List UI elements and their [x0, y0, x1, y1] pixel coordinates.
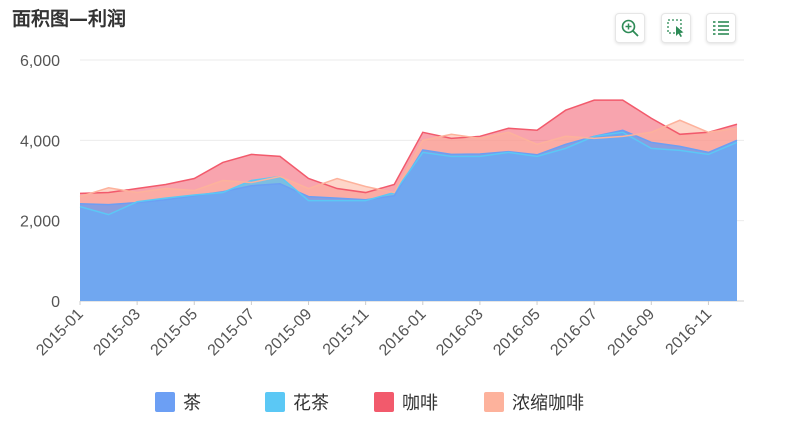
data-view-button[interactable]: [706, 13, 736, 43]
area-overlay-0: [80, 130, 737, 301]
x-tick-label: 2016-09: [605, 306, 659, 360]
x-tick-label: 2016-03: [433, 306, 487, 360]
y-tick-label: 4,000: [20, 133, 60, 150]
series-line-3: [79, 119, 738, 198]
select-icon: [667, 19, 684, 37]
x-tick-label: 2015-07: [205, 306, 259, 360]
list-icon: [713, 21, 729, 35]
legend-item[interactable]: 花茶: [265, 389, 329, 415]
x-tick-label: 2016-01: [376, 306, 430, 360]
zoom-button[interactable]: [615, 13, 645, 43]
legend-swatch: [374, 392, 394, 412]
legend-label: 花茶: [293, 393, 329, 414]
legend-item[interactable]: 浓缩咖啡: [484, 389, 584, 415]
legend-swatch: [484, 392, 504, 412]
x-tick-label: 2015-05: [148, 306, 202, 360]
y-tick-label: 2,000: [20, 214, 60, 231]
x-tick-label: 2015-01: [33, 306, 87, 360]
legend-swatch: [155, 392, 175, 412]
x-tick-label: 2015-11: [320, 306, 373, 359]
y-tick-label: 6,000: [20, 53, 60, 70]
series-line-2: [79, 99, 738, 195]
x-tick-label: 2016-07: [547, 306, 601, 360]
chart-title: 面积图—利润: [12, 8, 127, 30]
legend-swatch: [265, 392, 285, 412]
y-tick-label: 0: [51, 294, 60, 311]
legend: 茶 花茶 咖啡 浓缩咖啡: [0, 389, 788, 415]
legend-label: 茶: [183, 393, 201, 414]
legend-item[interactable]: 咖啡: [374, 389, 438, 415]
select-button[interactable]: [661, 13, 691, 43]
x-tick-label: 2016-05: [490, 306, 544, 360]
legend-item[interactable]: 茶: [155, 389, 201, 415]
x-tick-label: 2015-03: [90, 306, 144, 360]
legend-label: 咖啡: [402, 393, 438, 414]
legend-label: 浓缩咖啡: [512, 393, 584, 414]
x-tick-label: 2016-11: [663, 306, 716, 359]
zoom-icon: [621, 19, 639, 37]
x-tick-label: 2015-09: [262, 306, 316, 360]
